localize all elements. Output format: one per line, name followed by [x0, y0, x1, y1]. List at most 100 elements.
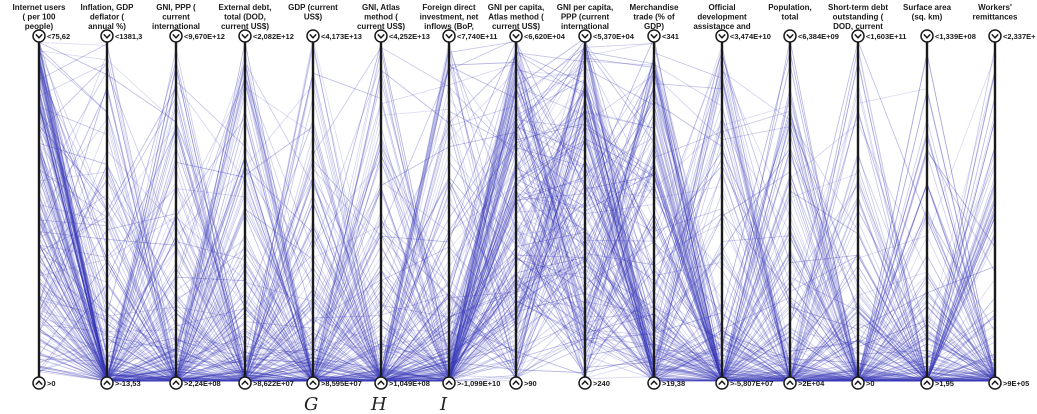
axis-max-label: <341	[662, 32, 679, 41]
axis-surface-area-sq-km: Surface area (sq. km) <1,339E+08 >1,95	[903, 3, 976, 390]
figure-labels: G H I	[304, 394, 448, 414]
chevron-up-icon	[581, 380, 589, 386]
axis-max-label: <2,082E+12	[253, 32, 294, 41]
axis-max-handle[interactable]	[920, 29, 934, 43]
chevron-down-icon	[718, 33, 726, 39]
axis-max-label: <4,252E+13	[389, 32, 430, 41]
axes-layer: Internet users( per 100 people)<75,62>0In…	[13, 3, 1036, 390]
chevron-up-icon	[445, 380, 453, 386]
axis-min-handle[interactable]	[442, 376, 456, 390]
axis-min-label: >90	[524, 379, 537, 388]
axis-internet-users-per-100-people: Internet users( per 100 people)<75,62 >0	[13, 3, 70, 390]
axis-max-handle[interactable]	[647, 29, 661, 43]
axis-min-handle[interactable]	[238, 376, 252, 390]
axis-max-handle[interactable]	[783, 29, 797, 43]
chevron-down-icon	[923, 33, 931, 39]
figure-label-h: H	[370, 394, 387, 414]
axis-min-handle[interactable]	[306, 376, 320, 390]
axis-title: GDP (current US$)	[288, 3, 338, 22]
chevron-down-icon	[650, 33, 658, 39]
axis-min-label: >8,595E+07	[321, 379, 362, 388]
axis-title: GNI per capita, Atlas method (current US$…	[488, 3, 544, 31]
chevron-up-icon	[991, 380, 999, 386]
axis-min-handle[interactable]	[715, 376, 729, 390]
chevron-up-icon	[923, 380, 931, 386]
axis-gni-atlas-method-current-us: GNI, Atlas method (current US$)<4,252E+13…	[357, 3, 430, 390]
chevron-up-icon	[35, 380, 43, 386]
chevron-up-icon	[103, 380, 111, 386]
chevron-down-icon	[241, 33, 249, 39]
axis-min-label: >0	[47, 379, 56, 388]
axis-title: Population, total	[768, 3, 812, 22]
chevron-up-icon	[718, 380, 726, 386]
axis-min-handle[interactable]	[988, 376, 1002, 390]
axis-min-handle[interactable]	[169, 376, 183, 390]
axis-min-handle[interactable]	[851, 376, 865, 390]
axis-min-handle[interactable]	[374, 376, 388, 390]
axis-max-handle[interactable]	[238, 29, 252, 43]
axis-title: Surface area (sq. km)	[903, 3, 952, 22]
axis-min-label: >9E+05	[1003, 379, 1029, 388]
axis-max-handle[interactable]	[509, 29, 523, 43]
axis-title: Short-term debt outstanding (DOD, current	[828, 3, 888, 31]
axis-title: Merchandise trade (% of GDP)	[630, 3, 679, 31]
axis-title: Internet users( per 100 people)	[13, 3, 66, 31]
axis-min-handle[interactable]	[100, 376, 114, 390]
axis-gni-per-capita-ppp-current-international: GNI per capita, PPP (current international…	[557, 3, 635, 390]
axis-max-label: <1,339E+08	[935, 32, 976, 41]
chevron-down-icon	[377, 33, 385, 39]
axis-max-handle[interactable]	[851, 29, 865, 43]
axis-min-label: >19,38	[662, 379, 685, 388]
axis-max-label: <9,670E+12	[184, 32, 225, 41]
axis-merchandise-trade-of-gdp: Merchandise trade (% of GDP)<341 >19,38	[630, 3, 685, 390]
axis-min-label: >2E+04	[798, 379, 825, 388]
axis-max-handle[interactable]	[32, 29, 46, 43]
axis-min-handle[interactable]	[647, 376, 661, 390]
axis-external-debt-total-dod-current-us: External debt, total (DOD, current US$)<2,…	[219, 3, 294, 390]
axis-inflation-gdp-deflator-annual: Inflation, GDP deflator (annual %)<1381,3…	[81, 3, 142, 390]
axis-min-label: >-5,807E+07	[730, 379, 773, 388]
axis-min-label: >1,95	[935, 379, 954, 388]
axis-max-label: <6,384E+09	[798, 32, 839, 41]
axis-max-handle[interactable]	[169, 29, 183, 43]
chevron-down-icon	[991, 33, 999, 39]
axis-max-label: <75,62	[47, 32, 70, 41]
axis-max-handle[interactable]	[715, 29, 729, 43]
chevron-up-icon	[786, 380, 794, 386]
axis-min-handle[interactable]	[509, 376, 523, 390]
figure-label-g: G	[304, 394, 318, 414]
axis-max-label: <1,603E+11	[866, 32, 906, 41]
axis-title: External debt, total (DOD, current US$)	[219, 3, 272, 31]
axis-max-handle[interactable]	[988, 29, 1002, 43]
axis-gdp-current-us: GDP (current US$) <4,173E+13 >8,595E+07	[288, 3, 362, 390]
axis-title: Workers' remittances	[973, 3, 1018, 22]
axis-min-label: >0	[866, 379, 875, 388]
axis-max-label: <7,740E+11	[457, 32, 497, 41]
axis-max-handle[interactable]	[578, 29, 592, 43]
axis-min-label: >8,622E+07	[253, 379, 294, 388]
chevron-down-icon	[103, 33, 111, 39]
axis-min-handle[interactable]	[783, 376, 797, 390]
axis-max-label: <6,620E+04	[524, 32, 566, 41]
axis-title: GNI, PPP (current international	[152, 3, 200, 31]
axis-short-term-debt-outstanding-dod-current-us: Short-term debt outstanding (DOD, current…	[828, 3, 906, 390]
axis-gni-per-capita-atlas-method-current-us: GNI per capita, Atlas method (current US$…	[488, 3, 566, 390]
axis-max-handle[interactable]	[374, 29, 388, 43]
axis-min-label: >2,24E+08	[184, 379, 221, 388]
axis-min-handle[interactable]	[920, 376, 934, 390]
chevron-down-icon	[512, 33, 520, 39]
chevron-down-icon	[309, 33, 317, 39]
axis-min-handle[interactable]	[32, 376, 46, 390]
axis-max-label: <3,474E+10	[730, 32, 771, 41]
axis-workers-remittances: Workers' remittances <2,337E+ >9E+05	[973, 3, 1036, 390]
axis-max-handle[interactable]	[306, 29, 320, 43]
axis-max-handle[interactable]	[100, 29, 114, 43]
axis-max-label: <2,337E+	[1003, 32, 1036, 41]
axis-max-label: <1381,3	[115, 32, 142, 41]
chevron-up-icon	[512, 380, 520, 386]
axis-min-handle[interactable]	[578, 376, 592, 390]
axis-title: GNI per capita, PPP (current international	[557, 3, 613, 31]
chevron-up-icon	[172, 380, 180, 386]
axis-gni-ppp-current-international: GNI, PPP (current international<9,670E+12…	[152, 3, 225, 390]
axis-max-handle[interactable]	[442, 29, 456, 43]
